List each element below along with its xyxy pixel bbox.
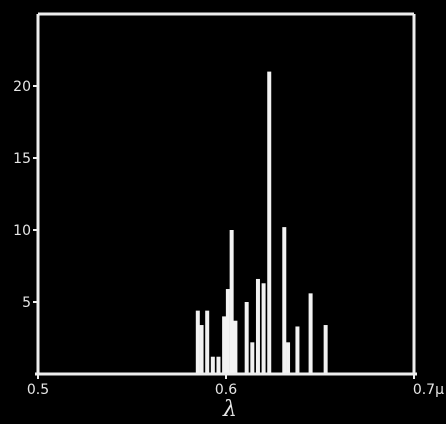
x-tick-label: 0.7μ [413,382,444,398]
bar [244,302,249,374]
y-tick-label: 20 [13,79,31,95]
bar [225,289,230,374]
bar [195,310,200,374]
bar [210,356,215,374]
bar [199,325,204,374]
bar [222,316,227,374]
x-tick-label: 0.5 [27,382,49,398]
bars-group [195,71,328,374]
ticks-group: 5 10 15 20 0.5 0.6 0.7μ [13,79,444,398]
bar [255,278,260,374]
bar [308,293,313,374]
bar [229,230,234,374]
bar [282,227,287,374]
y-tick-label: 5 [22,295,31,311]
bar [250,342,255,374]
y-tick-label: 10 [13,223,31,239]
x-axis-label: λ [222,397,237,422]
bar [323,325,328,374]
bar [267,71,272,374]
y-tick-label: 15 [13,151,31,167]
bar [295,326,300,374]
bar [261,283,266,374]
x-tick-label: 0.6 [215,382,237,398]
bar [216,356,221,374]
bar [286,342,291,374]
bar [205,310,210,374]
bar [233,320,238,374]
